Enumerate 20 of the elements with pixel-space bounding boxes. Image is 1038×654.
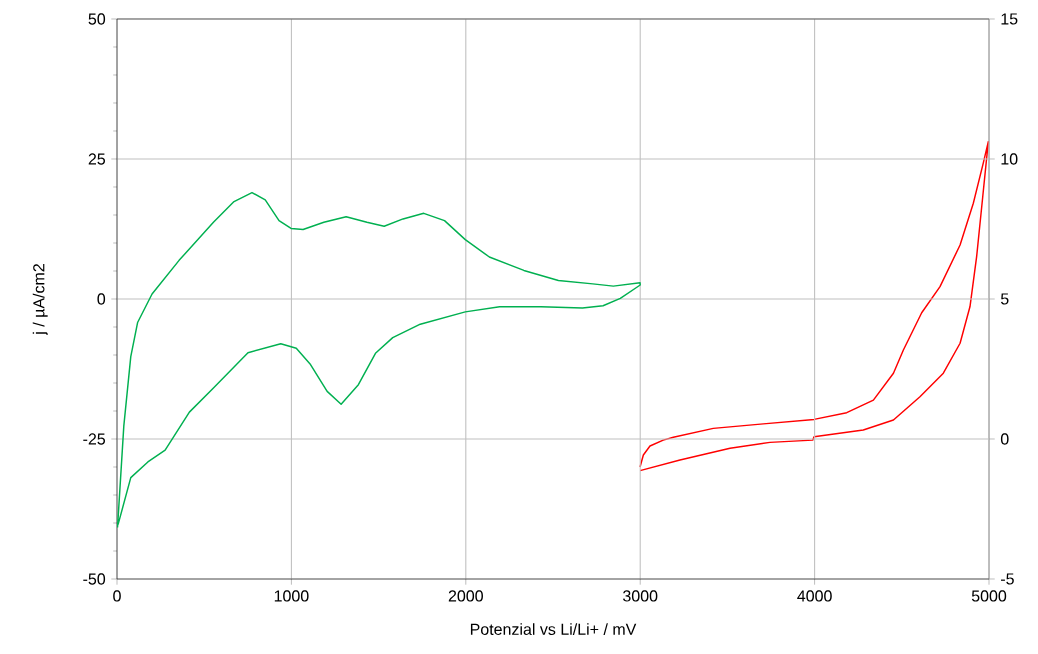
y-axis-title: j / µA/cm2 (32, 264, 48, 336)
y2-tick-label: -5 (1001, 573, 1014, 585)
x-tick-label: 3000 (623, 590, 658, 602)
y2-tick-label: 5 (1000, 293, 1009, 305)
y-tick-label: 25 (88, 153, 106, 165)
y-tick-label: 50 (88, 13, 106, 25)
x-tick-label: 1000 (274, 590, 309, 602)
y2-tick-label: 10 (1001, 153, 1018, 165)
y-tick-label: -25 (83, 433, 106, 445)
x-axis-title: Potenzial vs Li/Li+ / mV (470, 623, 637, 635)
x-tick-label: 4000 (797, 590, 832, 602)
y2-tick-label: 15 (1001, 13, 1018, 25)
line-series (117, 191, 641, 529)
x-tick-label: 5000 (971, 590, 1007, 602)
y-tick-label: 0 (97, 293, 106, 305)
y-tick-label: -50 (83, 573, 106, 585)
line-series (639, 140, 990, 472)
y2-tick-label: 0 (1000, 433, 1009, 445)
x-tick-label: 0 (113, 590, 121, 602)
x-tick-label: 2000 (448, 590, 483, 602)
